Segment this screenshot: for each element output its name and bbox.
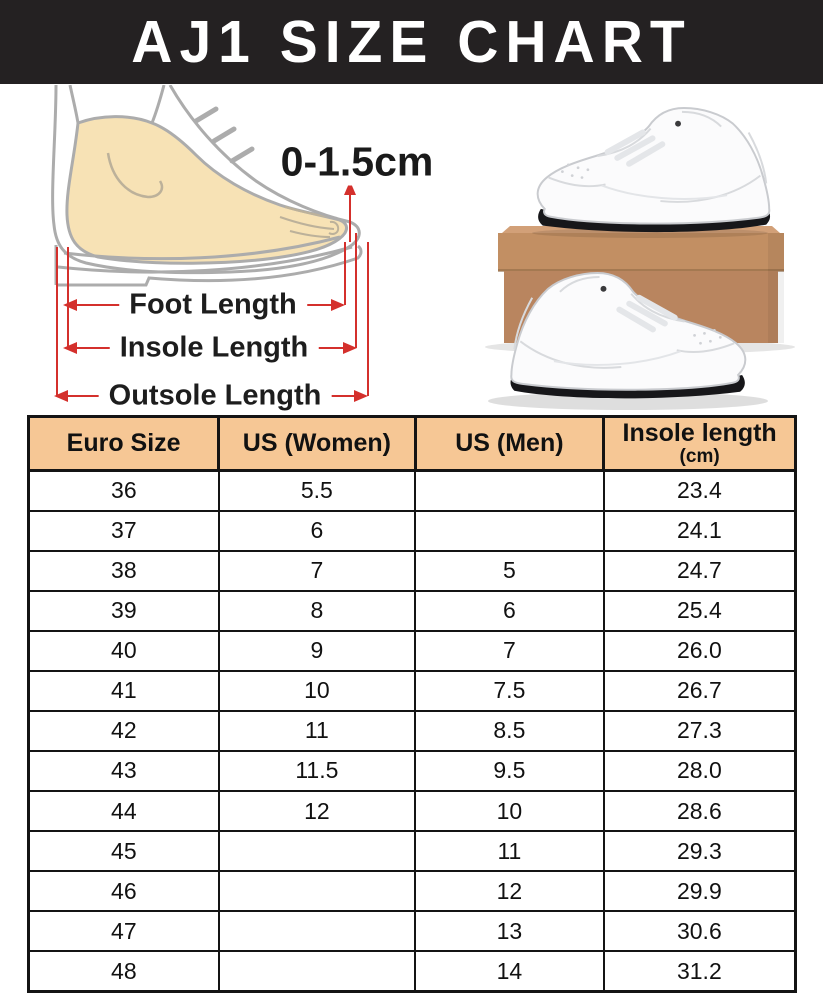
table-cell: 6 [217,509,417,552]
table-cell: 42 [27,709,220,752]
table-cell: 11.5 [217,749,417,793]
table-cell: 12 [414,870,605,913]
outsole-length-label: Outsole Length [98,379,332,413]
foot-shape [65,115,349,265]
foot-diagram-illustration [51,85,369,402]
table-cell: 47 [27,910,220,953]
table-cell [414,509,605,552]
table-cell: 43 [27,749,220,793]
table-cell: 46 [27,870,220,913]
table-row: 47 13 30.6 [27,910,797,953]
table-cell: 30.6 [602,910,797,953]
table-cell: 39 [27,589,220,632]
table-row: 45 11 29.3 [27,830,797,873]
table-cell [217,950,417,993]
table-cell: 9 [217,629,417,672]
sneaker-product-photo [450,85,823,417]
table-cell: 23.4 [602,469,797,512]
table-row: 46 12 29.9 [27,870,797,913]
col-header-insole-length: Insole length (cm) [602,415,797,472]
col-header-us-men: US (Men) [413,415,606,472]
top-sneaker [538,108,770,232]
table-cell: 44 [27,789,220,833]
table-cell: 14 [414,950,605,993]
table-row: 41 10 7.5 26.7 [27,669,797,712]
table-cell [217,830,417,873]
table-cell: 31.2 [602,950,797,993]
table-cell: 10 [414,789,605,833]
table-cell: 7.5 [414,669,605,712]
table-cell: 40 [27,629,220,672]
table-cell [217,910,417,953]
table-cell: 45 [27,830,220,873]
table-cell: 29.9 [602,870,797,913]
table-row: 42 11 8.5 27.3 [27,709,797,752]
table-cell: 36 [27,469,220,512]
col-header-us-women: US (Women) [217,415,417,472]
table-cell: 24.1 [602,509,797,552]
insole-length-label: Insole Length [109,331,319,365]
sneaker-illustration [485,85,795,410]
page-title: AJ1 SIZE CHART [131,8,692,76]
table-cell: 5.5 [217,469,417,512]
table-row: 39 8 6 25.4 [27,589,797,632]
table-cell: 6 [414,589,605,632]
table-cell: 37 [27,509,220,552]
foot-measurement-diagram: 0-1.5cm Foot Length Insole Length Outsol… [0,85,440,417]
table-row: 37 6 24.1 [27,509,797,552]
table-cell: 9.5 [414,749,605,793]
table-cell: 28.6 [602,789,797,833]
table-row: 43 11.5 9.5 28.0 [27,749,797,793]
foot-length-label: Foot Length [119,288,307,322]
table-row: 48 14 31.2 [27,950,797,993]
table-cell: 7 [414,629,605,672]
size-table-body: 36 5.5 23.4 37 6 24.1 38 7 5 24.7 39 8 6 25.4 40 9 7 26.0… [27,469,797,993]
table-row: 36 5.5 23.4 [27,469,797,512]
table-cell: 25.4 [602,589,797,632]
table-cell: 8 [217,589,417,632]
table-cell: 10 [217,669,417,712]
table-cell: 12 [217,789,417,833]
table-cell: 29.3 [602,830,797,873]
toe-gap-label: 0-1.5cm [276,138,438,186]
table-cell [217,870,417,913]
title-banner: AJ1 SIZE CHART [0,0,823,84]
table-cell: 38 [27,549,220,592]
col-header-euro-size: Euro Size [26,415,221,472]
table-cell: 13 [414,910,605,953]
table-row: 40 9 7 26.0 [27,629,797,672]
table-cell [414,469,605,512]
front-shoe-shadow [488,392,768,410]
size-table: Euro Size US (Women) US (Men) Insole len… [26,415,797,993]
table-cell: 41 [27,669,220,712]
table-cell: 26.7 [602,669,797,712]
table-cell: 48 [27,950,220,993]
table-cell: 11 [217,709,417,752]
table-cell: 24.7 [602,549,797,592]
table-cell: 26.0 [602,629,797,672]
table-row: 44 12 10 28.6 [27,789,797,833]
table-header-row: Euro Size US (Women) US (Men) Insole len… [26,415,797,472]
table-cell: 5 [414,549,605,592]
table-cell: 27.3 [602,709,797,752]
table-cell: 8.5 [414,709,605,752]
table-cell: 28.0 [602,749,797,793]
table-row: 38 7 5 24.7 [27,549,797,592]
table-cell: 11 [414,830,605,873]
table-cell: 7 [217,549,417,592]
